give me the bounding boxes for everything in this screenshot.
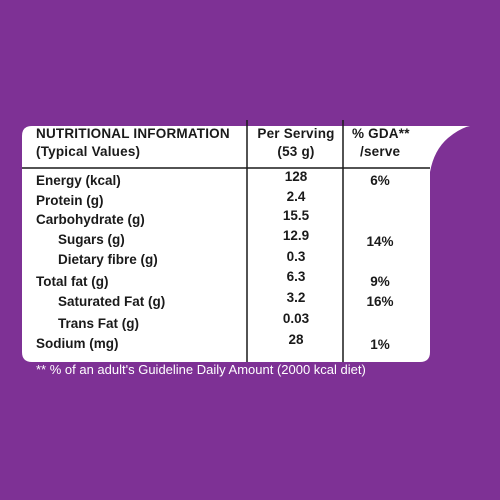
table-subtitle: (Typical Values) xyxy=(36,144,141,159)
row-value-total-fat: 6.3 xyxy=(286,269,306,284)
panel-background xyxy=(22,126,470,362)
row-label-total-fat: Total fat (g) xyxy=(36,274,109,289)
row-value-dietary-fibre: 0.3 xyxy=(286,249,306,264)
row-gda-sodium: 1% xyxy=(370,337,390,352)
gda-header-line2: /serve xyxy=(360,144,401,159)
row-value-sodium: 28 xyxy=(288,332,304,347)
row-label-sodium: Sodium (mg) xyxy=(36,336,119,351)
gda-footnote: ** % of an adult's Guideline Daily Amoun… xyxy=(36,362,366,377)
row-value-protein: 2.4 xyxy=(286,189,306,204)
row-label-sugars: Sugars (g) xyxy=(58,232,125,247)
row-value-carbohydrate: 15.5 xyxy=(282,208,310,223)
row-gda-energy: 6% xyxy=(370,173,390,188)
serving-header-line1: Per Serving xyxy=(257,126,335,141)
row-value-trans-fat: 0.03 xyxy=(282,311,310,326)
serving-header-line2: (53 g) xyxy=(277,144,315,159)
row-label-carbohydrate: Carbohydrate (g) xyxy=(36,212,145,227)
row-gda-saturated-fat: 16% xyxy=(366,294,394,309)
row-gda-sugars: 14% xyxy=(366,234,394,249)
gda-header-line1: % GDA** xyxy=(352,126,410,141)
row-label-energy: Energy (kcal) xyxy=(36,173,121,188)
row-label-saturated-fat: Saturated Fat (g) xyxy=(58,294,166,309)
row-label-dietary-fibre: Dietary fibre (g) xyxy=(58,252,158,267)
row-label-trans-fat: Trans Fat (g) xyxy=(58,316,140,331)
table-title: NUTRITIONAL INFORMATION xyxy=(36,126,230,141)
row-value-energy: 128 xyxy=(284,169,308,184)
row-value-sugars: 12.9 xyxy=(282,228,310,243)
row-value-saturated-fat: 3.2 xyxy=(286,290,306,305)
row-gda-total-fat: 9% xyxy=(370,274,390,289)
row-label-protein: Protein (g) xyxy=(36,193,104,208)
